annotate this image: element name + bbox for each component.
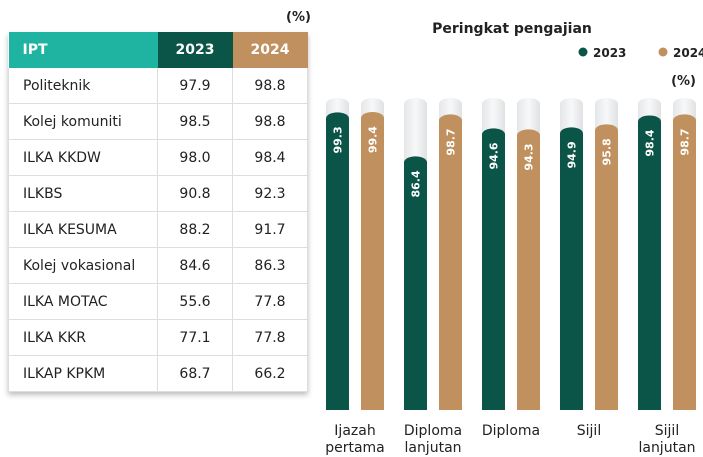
x-tick-label: Sijil [576, 423, 602, 439]
data-label: 95.8 [601, 138, 614, 165]
table-row: ILKAP KPKM 68.7 66.2 [8, 355, 308, 392]
legend-marker [658, 47, 668, 57]
table-cell: 92.3 [232, 175, 308, 212]
table-cell: 98.5 [157, 103, 233, 140]
table-cell: 91.7 [232, 211, 308, 248]
table-cell: 77.8 [232, 319, 308, 356]
header-cell: 2023 [157, 32, 233, 68]
bar [673, 114, 696, 410]
table-row: ILKA KESUMA 88.2 91.7 [8, 211, 308, 248]
table-row: Kolej komuniti 98.5 98.8 [8, 103, 308, 140]
data-label: 86.4 [410, 170, 423, 197]
table-cell: 84.6 [157, 247, 233, 284]
table-unit: (%) [286, 10, 311, 25]
table: IPT 2023 2024 Politeknik 97.9 98.8 Kolej komun… [8, 32, 308, 392]
bar [638, 115, 661, 411]
data-label: 98.7 [679, 128, 692, 155]
table-cell: 77.8 [232, 283, 308, 320]
bar [326, 112, 349, 411]
table-cell: 66.2 [232, 355, 308, 392]
data-label: 98.7 [445, 128, 458, 155]
data-label: 94.9 [566, 141, 579, 168]
bar [560, 127, 583, 411]
legend-label: 2023 [593, 46, 626, 60]
table-cell: ILKAP KPKM [8, 355, 158, 392]
header-cell: 2024 [232, 32, 308, 68]
table-cell: ILKBS [8, 175, 158, 212]
data-label: 99.4 [367, 126, 380, 153]
bar [517, 129, 540, 410]
table-cell: Kolej vokasional [8, 247, 158, 284]
table-cell: 77.1 [157, 319, 233, 356]
bar [439, 114, 462, 410]
bar [595, 124, 618, 410]
table-cell: 86.3 [232, 247, 308, 284]
table-cell: 98.0 [157, 139, 233, 176]
table-cell: ILKA KKR [8, 319, 158, 356]
table-cell: Politeknik [8, 68, 158, 104]
table-cell: Kolej komuniti [8, 103, 158, 140]
table-row: ILKBS 90.8 92.3 [8, 175, 308, 212]
table-cell: ILKA KESUMA [8, 211, 158, 248]
table-cell: 98.4 [232, 139, 308, 176]
table-row: ILKA KKR 77.1 77.8 [8, 319, 308, 356]
table-row: Kolej vokasional 84.6 86.3 [8, 247, 308, 284]
x-tick-label: Sijil lanjutan [638, 423, 696, 456]
x-tick-label: Diploma [481, 423, 541, 439]
x-tick-label: Ijazah pertama [325, 423, 385, 456]
table-row: ILKA MOTAC 55.6 77.8 [8, 283, 308, 320]
bar [361, 112, 384, 410]
table-cell: 98.8 [232, 68, 308, 104]
table-cell: 68.7 [157, 355, 233, 392]
table-header: IPT 2023 2024 [8, 32, 308, 68]
bar [482, 128, 505, 410]
legend-label: 2024 [673, 46, 703, 60]
legend-marker [578, 47, 588, 57]
table-cell: 98.8 [232, 103, 308, 140]
data-label: 99.3 [332, 126, 345, 153]
chart-title: Peringkat pengajian [432, 21, 592, 37]
table-cell: ILKA KKDW [8, 139, 158, 176]
table-cell: ILKA MOTAC [8, 283, 158, 320]
data-label: 98.4 [644, 129, 657, 156]
bar [404, 156, 427, 410]
table-row: ILKA KKDW 98.0 98.4 [8, 139, 308, 176]
chart-unit: (%) [671, 74, 696, 89]
x-tick-label: Diploma lanjutan [403, 423, 463, 456]
data-label: 94.3 [523, 143, 536, 170]
data-label: 94.6 [488, 142, 501, 169]
table-cell: 88.2 [157, 211, 233, 248]
table-cell: 97.9 [157, 68, 233, 104]
header-cell: IPT [8, 32, 158, 68]
table-row: Politeknik 97.9 98.8 [8, 68, 308, 104]
